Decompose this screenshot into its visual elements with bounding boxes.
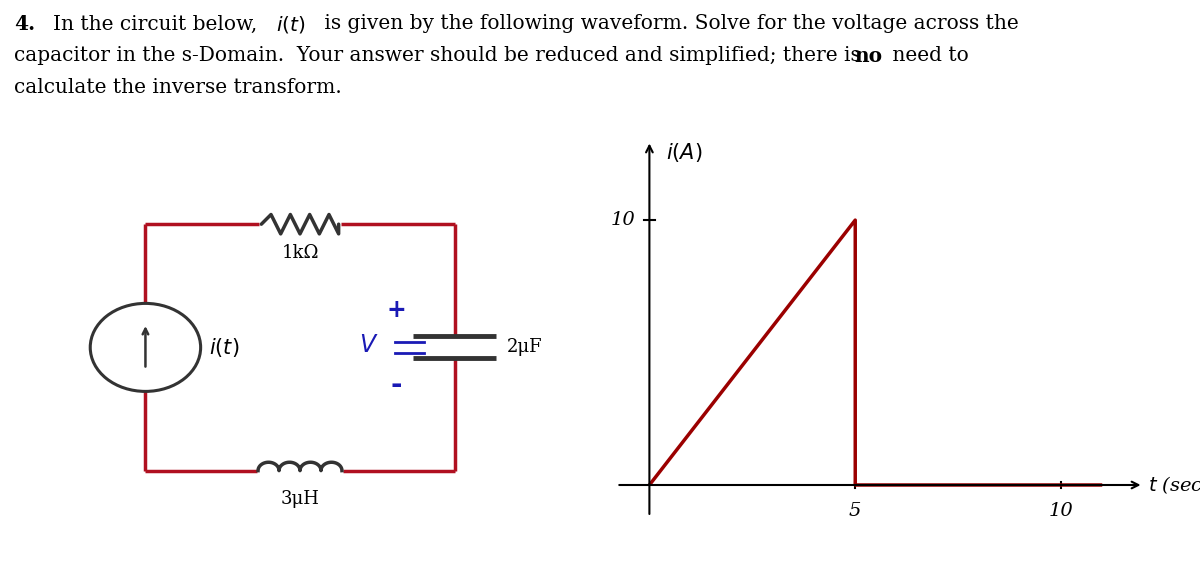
Text: 3μH: 3μH — [281, 490, 319, 508]
Text: 2μF: 2μF — [508, 338, 542, 357]
Text: $i(A)$: $i(A)$ — [666, 141, 702, 164]
Text: need to: need to — [886, 46, 968, 65]
Text: capacitor in the s-Domain.  Your answer should be reduced and simplified; there : capacitor in the s-Domain. Your answer s… — [14, 46, 868, 65]
Text: calculate the inverse transform.: calculate the inverse transform. — [14, 78, 342, 97]
Text: $t$ (sec): $t$ (sec) — [1147, 474, 1200, 496]
Text: no: no — [854, 46, 882, 67]
Text: is given by the following waveform. Solve for the voltage across the: is given by the following waveform. Solv… — [318, 14, 1019, 34]
Text: 5: 5 — [850, 502, 862, 520]
Text: 10: 10 — [1049, 502, 1074, 520]
Text: In the circuit below,: In the circuit below, — [53, 14, 264, 34]
Text: 10: 10 — [611, 211, 635, 229]
Text: $\mathbf{\mathit{V}}$: $\mathbf{\mathit{V}}$ — [359, 334, 379, 357]
Text: $i(t)$: $i(t)$ — [209, 336, 240, 359]
Text: -: - — [391, 371, 402, 399]
Text: 4.: 4. — [14, 14, 36, 35]
Text: $i(t)$: $i(t)$ — [276, 14, 306, 35]
Text: 1kΩ: 1kΩ — [281, 244, 319, 262]
Text: +: + — [386, 298, 407, 322]
